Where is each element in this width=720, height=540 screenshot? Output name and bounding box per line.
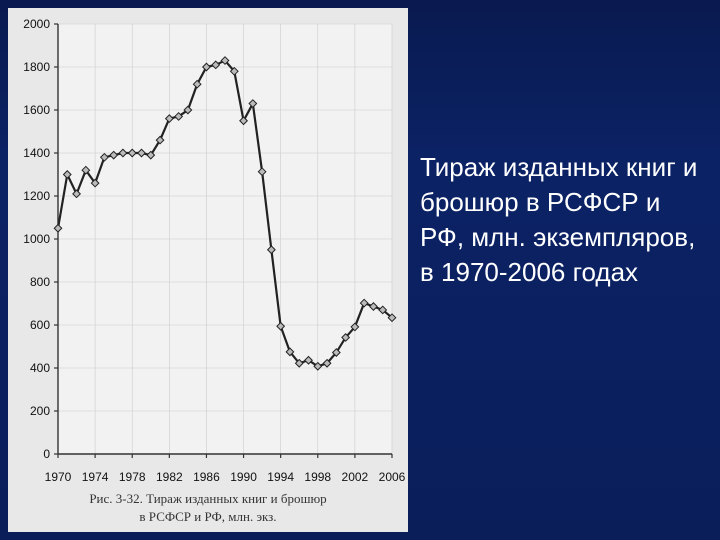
- ytick-label: 0: [14, 447, 50, 461]
- ytick-label: 1800: [14, 60, 50, 74]
- xtick-label: 1994: [267, 470, 294, 484]
- plot-area: [52, 18, 398, 468]
- figure-caption-line1: Рис. 3-32. Тираж изданных книг и брошюр: [89, 491, 326, 506]
- xtick-label: 1978: [119, 470, 146, 484]
- xtick-label: 1986: [193, 470, 220, 484]
- xtick-label: 1998: [304, 470, 331, 484]
- ytick-label: 400: [14, 361, 50, 375]
- ytick-label: 200: [14, 404, 50, 418]
- xtick-label: 1990: [230, 470, 257, 484]
- ytick-label: 1400: [14, 146, 50, 160]
- ytick-label: 1200: [14, 189, 50, 203]
- ytick-label: 800: [14, 275, 50, 289]
- slide-root: 0 200 400 600 800 1000 1200 1400 1600 1800 2000 197…: [0, 0, 720, 540]
- ytick-label: 600: [14, 318, 50, 332]
- slide-caption: Тираж изданных книг и брошюр в РСФСР и Р…: [420, 150, 710, 290]
- xtick-label: 1974: [82, 470, 109, 484]
- figure-caption-line2: в РСФСР и РФ, млн. экз.: [139, 509, 276, 524]
- xtick-label: 1970: [45, 470, 72, 484]
- xtick-label: 2002: [342, 470, 369, 484]
- chart-panel: 0 200 400 600 800 1000 1200 1400 1600 1800 2000 197…: [8, 8, 408, 532]
- ytick-label: 1600: [14, 103, 50, 117]
- ytick-label: 1000: [14, 232, 50, 246]
- chart-svg: [52, 18, 398, 468]
- ytick-label: 2000: [14, 17, 50, 31]
- xtick-label: 2006: [379, 470, 406, 484]
- figure-caption: Рис. 3-32. Тираж изданных книг и брошюр …: [8, 490, 408, 526]
- xtick-label: 1982: [156, 470, 183, 484]
